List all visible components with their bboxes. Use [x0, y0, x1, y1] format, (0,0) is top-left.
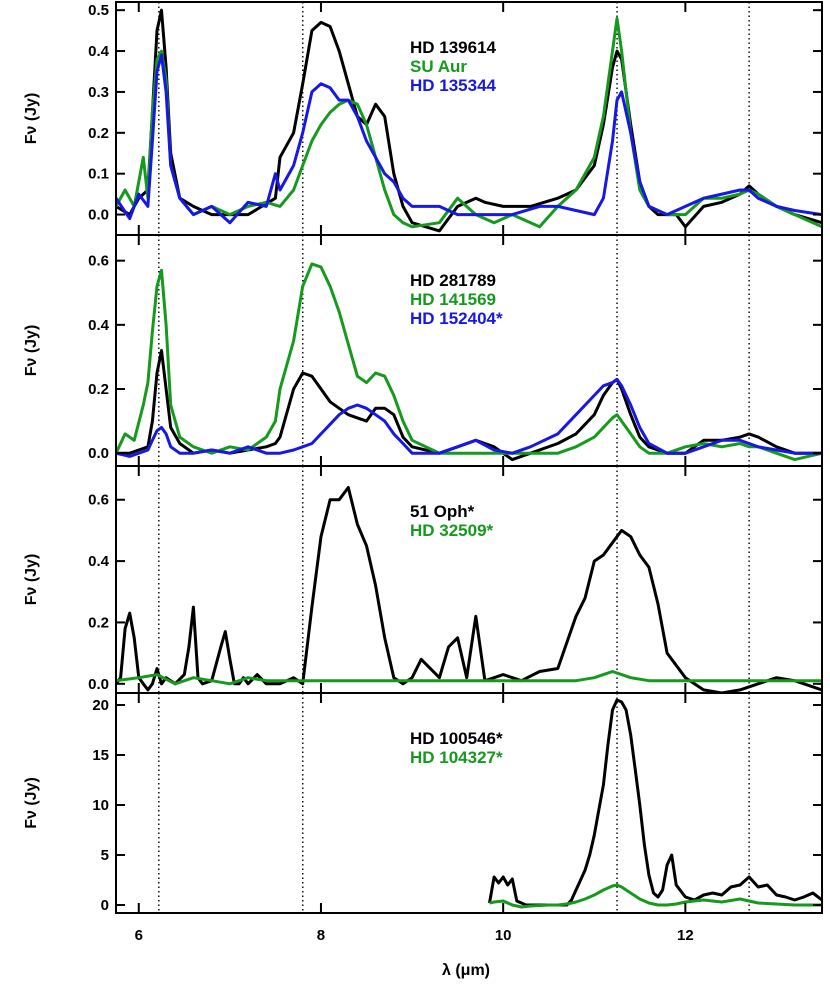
series-line-hd-32509-	[116, 670, 822, 686]
y-tick-label: 0.4	[88, 317, 110, 334]
x-tick-label: 8	[317, 927, 325, 944]
x-tick-label: 12	[677, 927, 694, 944]
y-tick-label: 15	[92, 747, 109, 764]
legend-entry: HD 141569	[410, 290, 496, 309]
series-line-hd-135344	[116, 53, 822, 225]
y-tick-label: 0.4	[88, 553, 110, 570]
y-axis-title: Fν (Jy)	[23, 554, 40, 606]
y-tick-label: 0.1	[88, 166, 109, 183]
legend-entry: HD 135344	[410, 76, 497, 95]
legend-entry: HD 104327*	[410, 748, 503, 767]
y-tick-label: 10	[92, 797, 109, 814]
y-axis-title: Fν (Jy)	[23, 777, 40, 829]
plot-frame	[115, 692, 823, 914]
series-line-hd-100546-	[488, 698, 822, 907]
y-tick-label: 5	[101, 847, 109, 864]
x-axis-title: λ (μm)	[442, 962, 490, 979]
y-tick-label: 0.3	[88, 84, 109, 101]
y-tick-label: 0.0	[88, 207, 109, 224]
y-tick-label: 0.0	[88, 445, 109, 462]
series-line-hd-152404-	[116, 377, 822, 458]
y-tick-label: 0.2	[88, 125, 109, 142]
legend-entry: HD 32509*	[410, 521, 494, 540]
legend-entry: HD 281789	[410, 271, 496, 290]
legend-entry: HD 139614	[410, 38, 497, 57]
y-tick-label: 0.6	[88, 492, 109, 509]
plot-frame	[115, 234, 823, 467]
y-tick-label: 0	[101, 897, 109, 914]
y-tick-label: 0.6	[88, 253, 109, 270]
y-axis-title: Fν (Jy)	[23, 325, 40, 377]
series-line-hd-141569	[116, 262, 822, 462]
legend-entry: HD 100546*	[410, 729, 503, 748]
legend-entry: SU Aur	[410, 57, 467, 76]
x-tick-label: 6	[135, 927, 143, 944]
series-line-51-oph-	[116, 486, 822, 693]
y-axis-title: Fν (Jy)	[23, 93, 40, 145]
legend-entry: HD 152404*	[410, 309, 503, 328]
panel-3: 0.0 0.2 0.4 0.6 Fν (Jy) 51 Oph*HD 32509*	[23, 465, 823, 694]
legend-entry: 51 Oph*	[410, 502, 475, 521]
series-line-hd-104327-	[489, 883, 822, 909]
y-tick-label: 0.2	[88, 381, 109, 398]
panel-4: 0 5 10 15 20 6 8 10 12 Fν (Jy) HD 100546*HD 104327…	[23, 692, 823, 944]
x-tick-label: 10	[495, 927, 512, 944]
y-tick-label: 0.2	[88, 614, 109, 631]
y-tick-label: 0.5	[88, 2, 109, 19]
y-tick-label: 20	[92, 697, 109, 714]
y-tick-label: 0.0	[88, 676, 109, 693]
y-tick-label: 0.4	[88, 43, 110, 60]
